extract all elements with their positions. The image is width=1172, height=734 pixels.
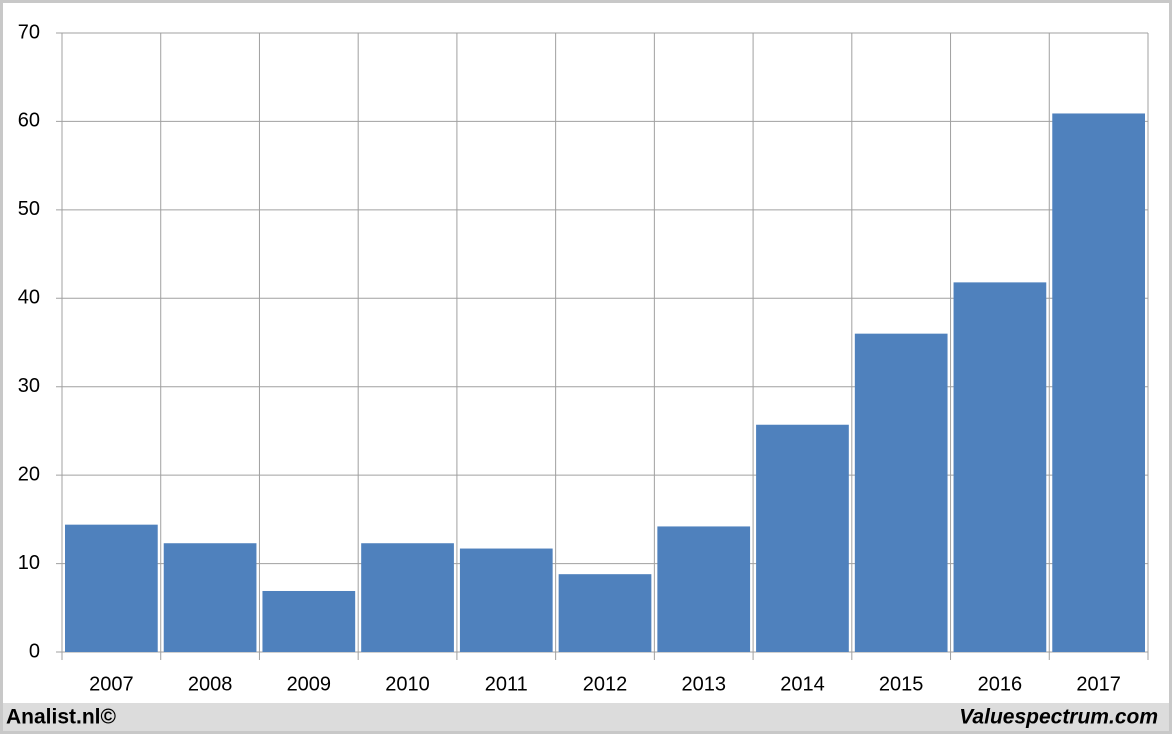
x-tick-label: 2014 <box>780 673 825 695</box>
y-tick-label: 40 <box>18 287 40 309</box>
bar <box>163 543 257 652</box>
y-tick-label: 70 <box>18 21 40 43</box>
bar <box>1052 113 1145 653</box>
x-tick-label: 2017 <box>1076 673 1121 695</box>
y-tick-label: 60 <box>18 110 40 132</box>
bar <box>361 543 454 652</box>
bar <box>953 282 1047 652</box>
bar <box>854 333 948 652</box>
x-tick-label: 2010 <box>385 673 430 695</box>
footer-bar <box>3 703 1169 731</box>
footer-right: Valuespectrum.com <box>959 706 1158 729</box>
bar <box>657 526 751 652</box>
y-tick-label: 50 <box>18 198 40 220</box>
x-tick-label: 2013 <box>681 673 726 695</box>
bar <box>558 574 652 652</box>
y-tick-label: 20 <box>18 463 40 485</box>
y-tick-label: 10 <box>18 552 40 574</box>
x-tick-label: 2016 <box>978 673 1023 695</box>
x-tick-label: 2007 <box>89 673 134 695</box>
bar <box>65 524 158 652</box>
bar <box>459 548 553 652</box>
y-tick-label: 0 <box>29 640 40 662</box>
x-tick-label: 2009 <box>287 673 332 695</box>
x-tick-label: 2011 <box>485 673 528 695</box>
bar <box>262 590 356 652</box>
footer-left: Analist.nl© <box>6 706 117 729</box>
y-tick-label: 30 <box>18 375 40 397</box>
x-tick-label: 2012 <box>583 673 628 695</box>
x-tick-label: 2008 <box>188 673 233 695</box>
bar <box>756 424 849 652</box>
x-tick-label: 2015 <box>879 673 924 695</box>
